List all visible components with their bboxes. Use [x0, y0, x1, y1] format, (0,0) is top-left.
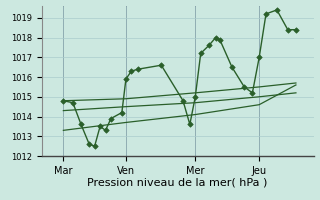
X-axis label: Pression niveau de la mer( hPa ): Pression niveau de la mer( hPa ) — [87, 177, 268, 187]
